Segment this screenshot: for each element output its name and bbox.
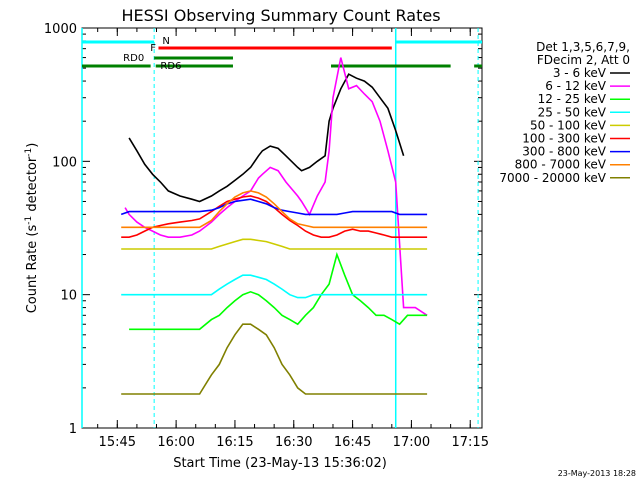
chart-title: HESSI Observing Summary Count Rates xyxy=(121,6,440,25)
y-tick-label: 1 xyxy=(69,422,77,437)
x-tick-label: 16:00 xyxy=(157,435,194,450)
flag-bars: NF RD0 RD6 xyxy=(81,28,482,428)
x-tick-label: 17:00 xyxy=(393,435,430,450)
series-line-3 xyxy=(121,274,428,299)
legend-label: 25 - 50 keV xyxy=(538,105,607,119)
legend-header-line1: Det 1,3,5,6,7,9, xyxy=(536,40,630,54)
y-tick-label: 10 xyxy=(60,289,77,304)
y-axis-label-sup1: -1 xyxy=(24,216,34,225)
legend-label: 50 - 100 keV xyxy=(530,118,607,132)
series-line-8 xyxy=(121,323,428,395)
series-line-5 xyxy=(121,195,428,238)
series-line-4 xyxy=(121,238,428,250)
legend-label: 800 - 7000 keV xyxy=(515,158,607,172)
x-axis-label: Start Time (23-May-13 15:36:02) xyxy=(173,456,387,471)
series-line-6 xyxy=(120,198,428,216)
y-tick-label: 100 xyxy=(52,155,77,170)
legend-label: 100 - 300 keV xyxy=(522,132,606,146)
x-axis: 15:45 16:00 16:15 16:30 16:45 17:00 17:15 xyxy=(97,28,489,450)
flag-label-f: F xyxy=(150,43,156,54)
y-axis-label-sup2: -1 xyxy=(24,148,34,157)
y-axis-label-part2: detector xyxy=(25,156,40,216)
x-tick-label: 17:15 xyxy=(452,435,489,450)
series-line-1 xyxy=(124,57,428,316)
legend-label: 6 - 12 keV xyxy=(545,79,607,93)
y-axis: 1 10 100 1000 xyxy=(44,22,482,437)
y-tick-label: 1000 xyxy=(44,22,77,37)
legend-label: 300 - 800 keV xyxy=(522,145,606,159)
flag-label-n: N xyxy=(162,36,169,47)
series-group xyxy=(120,57,428,395)
flag-label-rd6: RD6 xyxy=(160,61,181,72)
y-axis-label: Count Rate (s-1 detector-1) xyxy=(24,143,40,314)
y-axis-label-part3: ) xyxy=(25,143,40,148)
footer-date: 23-May-2013 18:28 xyxy=(558,469,636,478)
x-tick-label: 16:15 xyxy=(216,435,253,450)
legend-label: 12 - 25 keV xyxy=(538,92,607,106)
x-tick-label: 15:45 xyxy=(99,435,136,450)
series-line-7 xyxy=(121,190,428,229)
legend-label: 3 - 6 keV xyxy=(553,66,607,80)
legend-header-line2: FDecim 2, Att 0 xyxy=(537,53,630,67)
y-axis-label-part1: Count Rate (s xyxy=(25,225,40,314)
x-tick-label: 16:45 xyxy=(334,435,371,450)
series-line-2 xyxy=(129,251,428,331)
flag-label-rd0: RD0 xyxy=(123,53,144,64)
series-line-0 xyxy=(128,73,405,203)
x-tick-label: 16:30 xyxy=(275,435,312,450)
legend-label: 7000 - 20000 keV xyxy=(499,171,606,185)
